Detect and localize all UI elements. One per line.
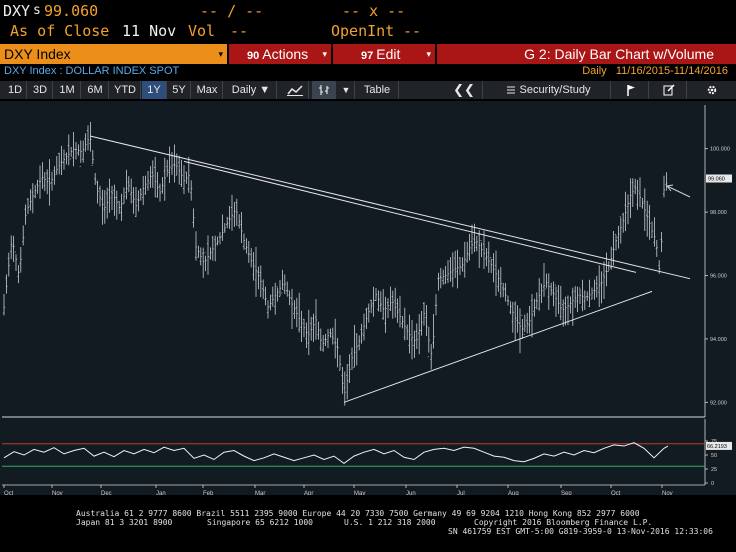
security-subheader: DXY Index : DOLLAR INDEX SPOT Daily 11/1…: [0, 65, 736, 79]
period-5y-button[interactable]: 5Y: [168, 81, 191, 99]
annotation-arrow-icon: [666, 184, 691, 198]
oscillator-tick-label: 50: [711, 453, 717, 459]
date-range: Daily 11/16/2015-11/14/2016: [582, 65, 728, 77]
footer-session: SN 461759 EST GMT-5:00 G819-3959-0 13-No…: [448, 527, 713, 536]
edit-dropdown-icon: ▾: [426, 49, 431, 59]
price-tick-label: 94.000: [710, 337, 727, 343]
close-date: 11 Nov: [122, 22, 177, 40]
chart-type-dropdown-icon[interactable]: ▼: [338, 81, 355, 99]
period-max-button[interactable]: Max: [192, 81, 223, 99]
security-description: DXY Index : DOLLAR INDEX SPOT: [4, 65, 180, 77]
price-tick-label: 96.000: [710, 274, 727, 280]
last-price: 99.060: [44, 2, 99, 20]
last-price-label: 99.060: [708, 177, 725, 183]
month-label: Dec: [101, 491, 112, 495]
volume-label: Vol: [188, 22, 216, 40]
footer-copyright: Copyright 2016 Bloomberg Finance L.P.: [474, 518, 653, 527]
axis-labels: 100.000 98.000 96.000 94.000 92.000 99.060 Oct…: [3, 147, 732, 504]
ticker-tag: s: [33, 3, 41, 18]
bid-ask-size: -- x --: [342, 2, 406, 20]
oscillator-value-label: 66.2193: [707, 444, 727, 450]
date-range-value: 11/16/2015-11/14/2016: [615, 65, 728, 77]
period-1m-button[interactable]: 1M: [54, 81, 81, 99]
edit-menu-label: Edit: [376, 46, 401, 62]
ticker-symbol: DXY: [3, 2, 31, 20]
month-label: Nov: [52, 491, 63, 495]
month-label: Oct: [4, 491, 14, 495]
oscillator-value-box: [706, 441, 732, 450]
trendlines: [89, 135, 691, 403]
openint-label: OpenInt: [331, 22, 395, 40]
chart-area[interactable]: 755025066.2193 100.00098.00096.00094.000…: [0, 101, 736, 504]
price-tick-label: 92.000: [710, 400, 727, 406]
oscillator-line: [3, 442, 669, 465]
footer-singapore: Singapore 65 6212 1000: [207, 518, 313, 527]
lower-trendline: [343, 290, 653, 403]
upper-trendline: [89, 135, 691, 280]
period-6m-button[interactable]: 6M: [82, 81, 109, 99]
footer-contacts-line1: Australia 61 2 9777 8600 Brazil 5511 239…: [76, 509, 640, 518]
openint-value: --: [403, 22, 422, 40]
edit-menu-number: 97: [361, 50, 374, 62]
footer-japan: Japan 81 3 3201 8900: [76, 518, 173, 527]
month-label: May: [354, 491, 365, 495]
month-label: Sep: [561, 491, 572, 495]
price-tick-label: 100.000: [710, 147, 730, 153]
month-label: Oct: [611, 491, 621, 495]
month-label: Mar: [255, 491, 265, 495]
month-label: Apr: [304, 491, 313, 495]
actions-menu-label: Actions: [262, 46, 309, 62]
volume-value: --: [230, 22, 249, 40]
oscillator-tick-label: 25: [711, 467, 717, 473]
frequency-dropdown[interactable]: Daily ▼: [226, 81, 277, 99]
bid-ask: -- / --: [200, 2, 264, 20]
month-label: Nov: [662, 491, 673, 495]
ticker-dropdown-icon: ▾: [218, 49, 223, 59]
bar-chart-type-icon[interactable]: [312, 81, 336, 99]
as-of-close-label: As of Close: [10, 22, 110, 40]
upper-trendline-inner: [183, 160, 637, 273]
price-tick-label: 98.000: [710, 210, 727, 216]
security-ticker-label: DXY Index: [4, 46, 71, 62]
security-study-button[interactable]: Security/Study: [486, 81, 611, 99]
actions-dropdown-icon: ▾: [322, 49, 327, 59]
security-ticker-field[interactable]: DXY Index ▾: [0, 44, 227, 64]
scroll-back-icon[interactable]: ❮❮: [446, 81, 483, 99]
annotate-edit-icon[interactable]: [652, 81, 687, 99]
period-1y-button[interactable]: 1Y: [142, 81, 167, 99]
price-chart[interactable]: 755025066.2193 100.00098.00096.00094.000…: [0, 101, 736, 504]
price-bars: [2, 121, 668, 406]
settings-gear-icon[interactable]: [692, 81, 732, 99]
month-label: Feb: [203, 491, 214, 495]
actions-menu-number: 90: [247, 50, 260, 62]
security-study-label: Security/Study: [519, 84, 591, 96]
period-3d-button[interactable]: 3D: [28, 81, 53, 99]
last-price-box: [706, 174, 732, 183]
line-chart-icon[interactable]: [282, 81, 309, 99]
month-label: Aug: [508, 491, 519, 495]
oscillator-tick-label: 0: [711, 481, 714, 487]
oscillator-panel: 755025066.2193: [2, 439, 732, 487]
table-button[interactable]: Table: [356, 81, 399, 99]
period-ytd-button[interactable]: YTD: [110, 81, 141, 99]
footer-us: U.S. 1 212 318 2000: [344, 518, 436, 527]
frequency-label: Daily: [582, 65, 607, 77]
flag-icon[interactable]: [614, 81, 649, 99]
chart-toolbar: 1D 3D 1M 6M YTD 1Y 5Y Max Daily ▼ ▼ Tabl…: [0, 81, 736, 99]
month-label: Jan: [156, 491, 166, 495]
period-1d-button[interactable]: 1D: [4, 81, 27, 99]
actions-menu-button[interactable]: 90 Actions ▾: [229, 44, 331, 64]
month-label: Jun: [406, 491, 416, 495]
footer-contacts-line2: Japan 81 3 3201 8900 Singapore 65 6212 1…: [76, 518, 736, 527]
chart-function-title: G 2: Daily Bar Chart w/Volume: [437, 44, 736, 64]
month-label: Jul: [457, 491, 465, 495]
menu-bar: DXY Index ▾ 90 Actions ▾ 97 Edit ▾ G 2: Da…: [0, 44, 736, 64]
edit-menu-button[interactable]: 97 Edit ▾: [333, 44, 435, 64]
